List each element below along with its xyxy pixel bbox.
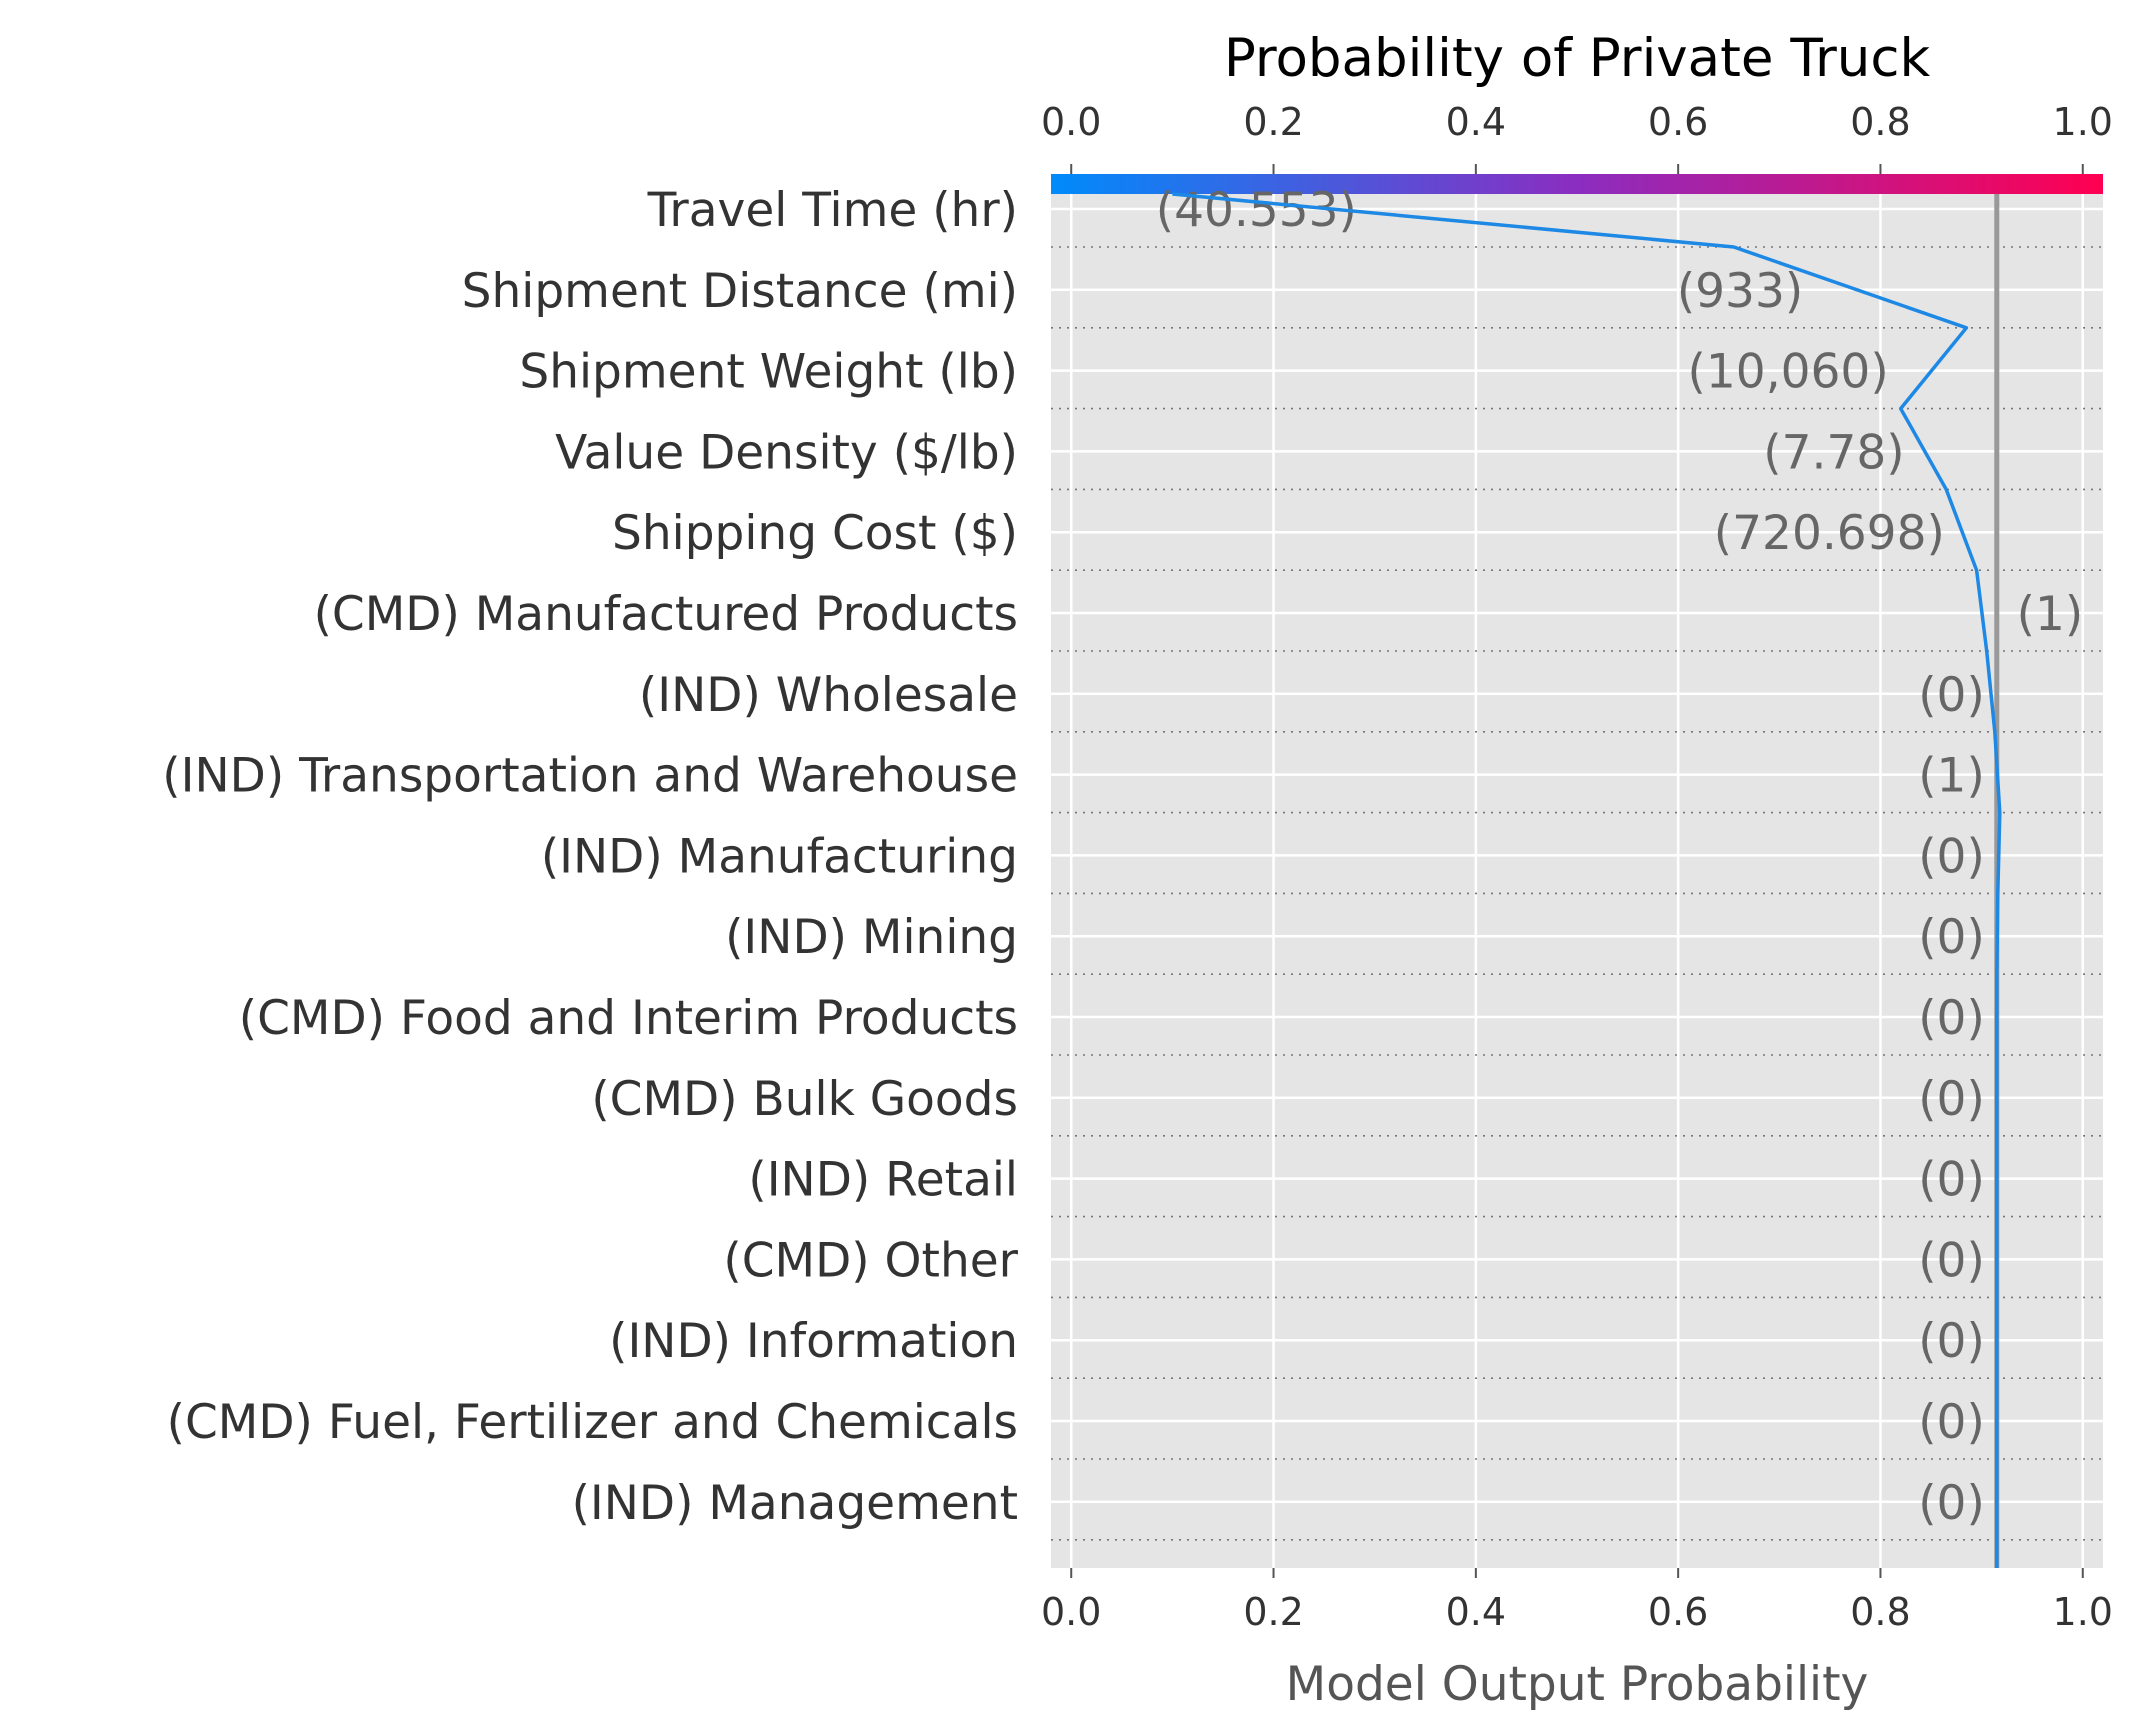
feature-label: (IND) Manufacturing — [541, 829, 1018, 884]
feature-value-label: (0) — [1918, 1314, 1985, 1369]
x-tick-label-top: 0.8 — [1850, 100, 1910, 144]
feature-value-label: (0) — [1918, 1395, 1985, 1450]
x-tick-label-top: 1.0 — [2053, 100, 2113, 144]
feature-value-label: (0) — [1918, 1153, 1985, 1208]
feature-value-label: (0) — [1918, 910, 1985, 965]
feature-label: (IND) Transportation and Warehouse — [162, 749, 1018, 804]
x-tick-label-top: 0.2 — [1243, 100, 1303, 144]
feature-value-label: (1) — [1918, 749, 1985, 804]
feature-label: (CMD) Other — [723, 1233, 1018, 1288]
feature-label: (IND) Management — [572, 1476, 1018, 1531]
feature-value-label: (933) — [1677, 264, 1803, 319]
decision-path-line — [1172, 192, 2002, 1568]
feature-value-label: (0) — [1918, 1233, 1985, 1288]
x-tick-label-top: 0.0 — [1041, 100, 1101, 144]
feature-value-label: (720.698) — [1714, 506, 1945, 561]
grid — [1051, 164, 2103, 1578]
x-tick-label-top: 0.6 — [1648, 100, 1708, 144]
feature-value-label: (40.553) — [1156, 183, 1357, 238]
colorbar — [1051, 174, 2103, 194]
feature-label: (CMD) Manufactured Products — [314, 587, 1018, 642]
feature-label: (IND) Information — [609, 1314, 1018, 1369]
feature-value-label: (0) — [1918, 668, 1985, 723]
feature-label: (IND) Mining — [725, 910, 1018, 965]
x-axis-label: Model Output Probability — [1286, 1657, 1869, 1712]
feature-value-label: (1) — [2017, 587, 2084, 642]
x-tick-label-bottom: 0.4 — [1446, 1590, 1506, 1634]
feature-label: (CMD) Bulk Goods — [591, 1072, 1018, 1127]
feature-label: (CMD) Food and Interim Products — [239, 991, 1018, 1046]
feature-value-label: (0) — [1918, 829, 1985, 884]
feature-label: Travel Time (hr) — [647, 183, 1018, 238]
feature-label: (IND) Wholesale — [639, 668, 1018, 723]
x-tick-label-top: 0.4 — [1446, 100, 1506, 144]
feature-value-label: (7.78) — [1763, 425, 1904, 480]
x-tick-label-bottom: 0.0 — [1041, 1590, 1101, 1634]
feature-label: Shipment Weight (lb) — [519, 345, 1018, 400]
feature-label: Value Density ($/lb) — [555, 425, 1018, 480]
feature-label: (IND) Retail — [748, 1153, 1018, 1208]
x-tick-label-bottom: 0.6 — [1648, 1590, 1708, 1634]
x-tick-label-bottom: 0.8 — [1850, 1590, 1910, 1634]
x-tick-label-bottom: 0.2 — [1243, 1590, 1303, 1634]
feature-label: (CMD) Fuel, Fertilizer and Chemicals — [167, 1395, 1018, 1450]
feature-value-label: (0) — [1918, 991, 1985, 1046]
chart-title: Probability of Private Truck — [1224, 28, 1931, 89]
feature-value-label: (10,060) — [1688, 345, 1889, 400]
x-tick-label-bottom: 1.0 — [2053, 1590, 2113, 1634]
feature-value-label: (0) — [1918, 1072, 1985, 1127]
feature-label: Shipment Distance (mi) — [462, 264, 1018, 319]
plot-area-background — [1051, 174, 2103, 1568]
feature-label: Shipping Cost ($) — [612, 506, 1018, 561]
feature-value-label: (0) — [1918, 1476, 1985, 1531]
